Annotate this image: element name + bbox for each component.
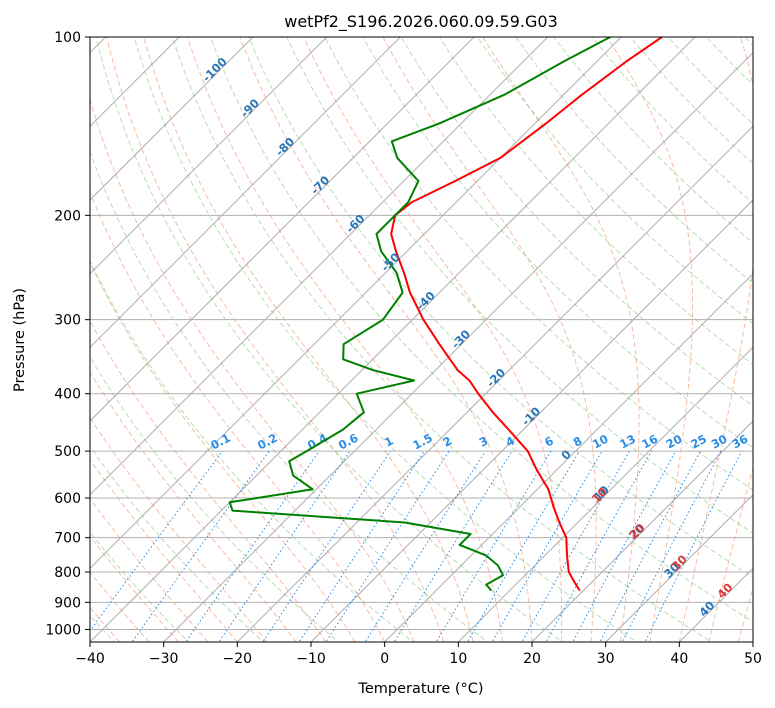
temperature-profile: [390, 37, 663, 592]
mixing-ratio-label: 16: [639, 432, 660, 452]
mixing-ratio-line: [491, 450, 603, 642]
mixing-ratio-line: [621, 450, 722, 642]
moist-adiabat: [90, 458, 238, 642]
y-tick-label: 700: [54, 531, 81, 547]
y-tick-label: 1000: [45, 622, 81, 638]
x-tick-label: 30: [597, 651, 615, 667]
moist-adiabat: [90, 261, 356, 642]
x-tick-label: 20: [523, 651, 541, 667]
moist-adiabat: [239, 37, 533, 642]
mixing-ratio-line: [572, 450, 677, 642]
moist-adiabat: [143, 37, 474, 642]
mixing-ratio-line: [521, 450, 630, 642]
isotherm: [90, 37, 402, 349]
mixing-ratio-line: [393, 450, 513, 642]
chart-title: wetPf2_S196.2026.060.09.59.G03: [284, 12, 558, 32]
x-tick-label: −10: [296, 651, 326, 667]
y-tick-label: 600: [54, 491, 81, 507]
isotherm: [90, 37, 475, 422]
dry-adiabat: [400, 37, 753, 407]
mixing-ratio-line: [185, 450, 320, 642]
mixing-ratio-line: [466, 450, 580, 642]
moist-adiabat: [382, 37, 597, 642]
y-tick-label: 900: [54, 595, 81, 611]
y-tick-label: 200: [54, 208, 81, 224]
moist-adiabat: [606, 37, 694, 642]
moist-adiabat: [90, 571, 150, 642]
isotherm: [90, 37, 254, 201]
isotherm: [162, 51, 753, 642]
dry-adiabats: [90, 37, 753, 642]
x-tick-label: 0: [380, 651, 389, 667]
dry-adiabat: [90, 259, 414, 642]
isotherm: [531, 420, 753, 642]
moist-adiabat: [303, 37, 563, 642]
x-axis-label: Temperature (°C): [357, 681, 483, 697]
y-axis-ticks: 100 200 300 400 500 600 700 800 900 1000: [45, 30, 90, 638]
dry-adiabat: [90, 445, 265, 642]
mixing-ratio-label: 25: [688, 432, 709, 452]
isotherms: [90, 37, 753, 642]
y-tick-label: 100: [54, 30, 81, 46]
mixing-ratio-label: 13: [617, 432, 638, 452]
isotherm: [457, 346, 753, 642]
mixing-ratio-line: [435, 450, 552, 642]
mixing-ratio-label: 36: [730, 432, 751, 452]
mixing-ratio-line: [218, 450, 351, 642]
dry-adiabat: [90, 531, 190, 642]
isotherm: [383, 272, 753, 642]
mixing-ratio-line: [298, 450, 425, 642]
mixing-ratio-label: 20: [664, 432, 685, 452]
moist-adiabat: [90, 97, 415, 642]
isotherm: [90, 37, 696, 642]
dry-adiabat: [133, 37, 638, 642]
x-tick-label: −20: [223, 651, 253, 667]
isotherm: [310, 199, 753, 642]
mixing-ratio-line: [644, 450, 743, 642]
y-tick-label: 800: [54, 565, 81, 581]
moist-adiabat: [90, 535, 179, 642]
y-tick-label: 400: [54, 387, 81, 403]
y-tick-label: 500: [54, 444, 81, 460]
x-tick-label: 50: [744, 651, 762, 667]
moist-adiabat: [106, 37, 445, 642]
isotherm: [90, 37, 328, 275]
dry-adiabat: [209, 37, 753, 623]
mixing-ratio-label: 10: [590, 432, 611, 452]
x-tick-label: −30: [149, 651, 179, 667]
isotherm: [90, 37, 549, 496]
dry-adiabat: [591, 37, 753, 204]
dry-adiabat: [248, 37, 753, 578]
isotherm: [236, 125, 753, 642]
isotherm: [604, 493, 753, 642]
moist-adiabat: [90, 497, 209, 642]
dry-adiabat: [95, 37, 564, 642]
plot-frame: [89, 36, 754, 643]
dry-adiabat: [90, 150, 489, 642]
isotherm: [90, 37, 623, 570]
dry-adiabat: [286, 37, 753, 534]
mixing-ratio-label: 30: [709, 432, 730, 452]
x-tick-label: 40: [670, 651, 688, 667]
y-axis-label: Pressure (hPa): [12, 288, 28, 392]
mixing-ratio-line: [545, 450, 653, 642]
pressure-gridlines: [90, 37, 753, 630]
dry-adiabat: [515, 37, 753, 284]
x-tick-label: 10: [449, 651, 467, 667]
sounding-series: [228, 37, 663, 592]
mixing-ratio-line: [599, 450, 701, 642]
dry-adiabat: [438, 37, 753, 366]
moist-adiabat: [482, 37, 640, 642]
x-tick-label: −40: [75, 651, 105, 667]
moist-adiabat: [90, 320, 327, 642]
moist-adiabat: [737, 585, 753, 642]
y-tick-label: 300: [54, 313, 81, 329]
x-axis-ticks: −40 −30 −20 −10 0 10 20 30 40 50: [75, 642, 762, 667]
dewpoint-profile: [228, 37, 611, 592]
moist-adiabat: [187, 37, 503, 642]
